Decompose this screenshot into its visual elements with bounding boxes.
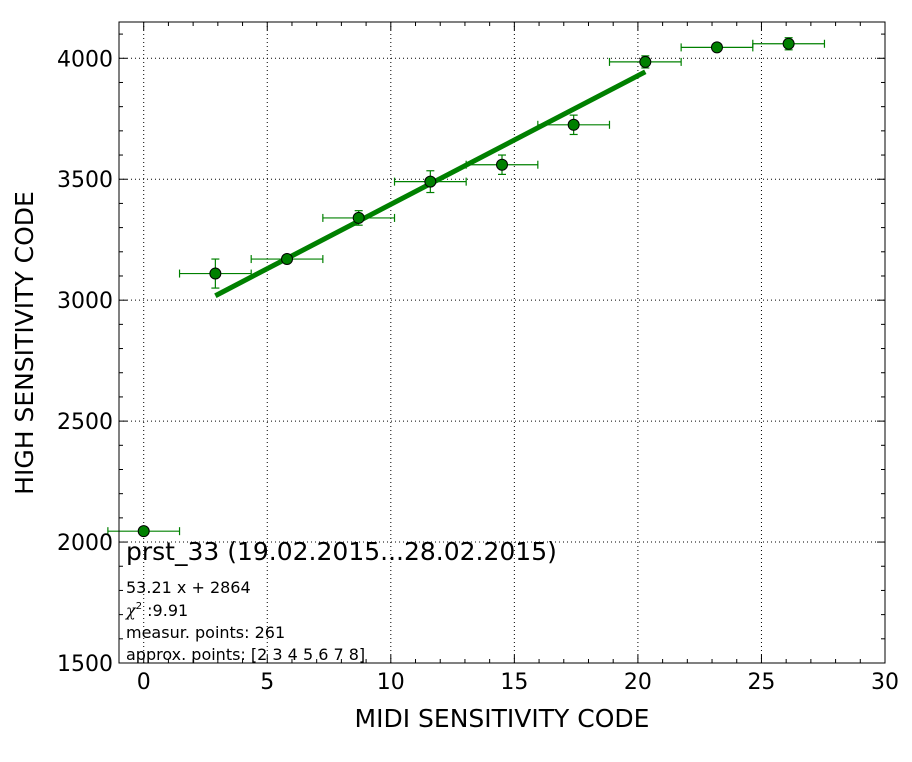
point-marker-5 xyxy=(496,158,508,171)
data-point-6 xyxy=(537,114,611,136)
x-tick-label-5: 25 xyxy=(747,670,775,695)
data-point-7 xyxy=(608,55,682,69)
point-marker-3 xyxy=(352,211,365,224)
data-point-4 xyxy=(393,170,467,194)
chi-value: :9.91 xyxy=(142,601,188,620)
y-axis-label: HIGH SENSITIVITY CODE xyxy=(10,191,39,495)
y-tick-label-0: 1500 xyxy=(57,652,113,677)
plot-frame xyxy=(118,21,886,664)
y-tick-labels: 1500 2000 2500 3000 3500 4000 xyxy=(57,47,113,677)
chart-title: prst_33 (19.02.2015...28.02.2015) xyxy=(126,537,557,566)
data-point-2 xyxy=(250,253,324,266)
point-marker-1 xyxy=(209,267,222,280)
data-point-9 xyxy=(752,37,826,51)
x-tick-label-0: 0 xyxy=(137,670,151,695)
y-tick-label-2: 2500 xyxy=(57,410,113,435)
data-point-3 xyxy=(322,210,396,226)
x-tick-label-2: 10 xyxy=(377,670,405,695)
y-tick-label-3: 3000 xyxy=(57,289,113,314)
x-tick-label-1: 5 xyxy=(260,670,274,695)
plot-area xyxy=(119,22,885,663)
x-tick-label-3: 15 xyxy=(500,670,528,695)
data-point-5 xyxy=(465,154,539,175)
point-marker-9 xyxy=(782,37,795,50)
point-marker-7 xyxy=(639,55,652,68)
point-marker-4 xyxy=(424,175,437,188)
chi-squared: χ2 :9.91 xyxy=(125,601,188,620)
approx-points: approx. points: [2 3 4 5 6 7 8] xyxy=(126,645,365,664)
chi-symbol: χ xyxy=(125,601,137,620)
point-marker-8 xyxy=(710,41,723,54)
x-tick-labels: 0 5 10 15 20 25 30 xyxy=(137,670,899,695)
data-point-1 xyxy=(178,258,252,289)
data-point-0 xyxy=(107,525,181,538)
minor-ticks xyxy=(118,22,885,663)
x-tick-label-6: 30 xyxy=(871,670,899,695)
y-tick-label-5: 4000 xyxy=(57,47,113,72)
fit-equation: 53.21 x + 2864 xyxy=(126,578,251,597)
points-layer xyxy=(107,37,826,538)
y-tick-label-4: 3500 xyxy=(57,168,113,193)
chi-exponent: 2 xyxy=(136,601,142,612)
x-tick-label-4: 20 xyxy=(624,670,652,695)
point-marker-6 xyxy=(567,118,580,131)
x-axis-label: MIDI SENSITIVITY CODE xyxy=(355,704,650,733)
point-marker-2 xyxy=(281,253,294,266)
y-tick-label-1: 2000 xyxy=(57,531,113,556)
point-marker-0 xyxy=(137,525,150,538)
measur-points: measur. points: 261 xyxy=(126,623,285,642)
